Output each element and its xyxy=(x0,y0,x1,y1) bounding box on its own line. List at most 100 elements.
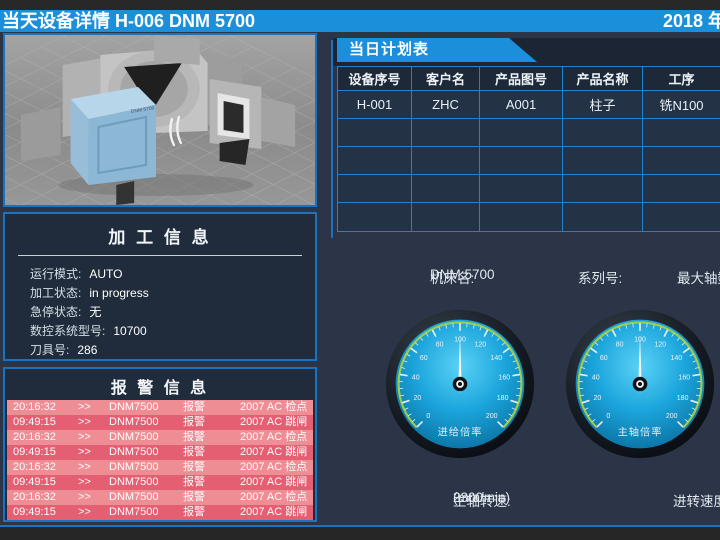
process-info-fields: 运行模式: AUTO 加工状态: in progress 急停状态: 无 数控系统型号… xyxy=(5,256,315,360)
gauge-spindle-override: 020406080100120140160180200主轴倍率 xyxy=(562,306,718,462)
tab-daily-plan[interactable]: 当日计划表 xyxy=(337,38,537,62)
alarm-info-panel: 报 警 信 息 20:16:32 >> DNM7500 报警 2007 AC 检… xyxy=(3,367,317,522)
alarm-type: 报警 xyxy=(183,461,205,473)
alarm-code: 2007 AC 检点 xyxy=(240,461,308,473)
alarm-arrow: >> xyxy=(78,401,91,413)
cell-device-no: H-001 xyxy=(338,91,412,119)
machine-image-panel: DNM 5700 xyxy=(3,33,317,207)
bottom-accent-line xyxy=(0,525,720,527)
tool-hooks xyxy=(169,115,183,147)
info-field: 运行模式: AUTO xyxy=(30,265,315,284)
svg-text:主轴倍率: 主轴倍率 xyxy=(618,426,663,439)
svg-text:140: 140 xyxy=(670,355,682,362)
svg-text:0: 0 xyxy=(426,413,430,420)
alarm-machine: DNM7500 xyxy=(109,416,159,428)
field-value: 286 xyxy=(77,343,98,357)
alarm-time: 09:49:15 xyxy=(13,476,56,488)
header-date: 2018 年 xyxy=(663,11,720,31)
gauge-feed-override: 020406080100120140160180200进给倍率 xyxy=(382,306,538,462)
info-field: 急停状态: 无 xyxy=(30,303,315,322)
machine-blue-cabinet: DNM 5700 xyxy=(70,87,157,205)
bottom-window-strip xyxy=(0,527,720,540)
alarm-code: 2007 AC 跳闸 xyxy=(240,476,308,488)
svg-text:120: 120 xyxy=(655,341,667,348)
alarm-arrow: >> xyxy=(78,461,91,473)
alarm-machine: DNM7500 xyxy=(109,491,159,503)
alarm-arrow: >> xyxy=(78,506,91,518)
alarm-row: 20:16:32 >> DNM7500 报警 2007 AC 检点 xyxy=(7,490,313,505)
cell-process xyxy=(643,147,720,175)
cell-product-name xyxy=(563,119,643,147)
alarm-type: 报警 xyxy=(183,431,205,443)
column-header: 产品图号 xyxy=(480,67,563,91)
alarm-list: 20:16:32 >> DNM7500 报警 2007 AC 检点 09:49:… xyxy=(7,400,313,520)
field-value: 10700 xyxy=(113,324,147,338)
top-window-strip xyxy=(0,0,720,10)
page-title: 当天设备详情 H-006 DNM 5700 xyxy=(2,11,256,31)
cell-process: 铣N100 xyxy=(643,91,720,119)
cell-product-drawing xyxy=(480,203,563,231)
column-header: 设备序号 xyxy=(338,67,412,91)
svg-text:40: 40 xyxy=(412,374,420,381)
machine-model-label: DNM 5700 xyxy=(131,105,156,115)
svg-text:120: 120 xyxy=(475,341,487,348)
plan-table-header: 设备序号 客户名 产品图号 产品名称 工序 xyxy=(338,67,720,91)
table-row xyxy=(338,203,720,231)
field-label: 刀具号: xyxy=(30,343,70,357)
alarm-code: 2007 AC 检点 xyxy=(240,491,308,503)
svg-text:160: 160 xyxy=(678,374,690,381)
machine-3d-image: DNM 5700 xyxy=(5,35,315,205)
svg-text:180: 180 xyxy=(497,395,509,402)
svg-text:60: 60 xyxy=(600,355,608,362)
alarm-row: 20:16:32 >> DNM7500 报警 2007 AC 检点 xyxy=(7,460,313,475)
svg-text:180: 180 xyxy=(677,395,689,402)
alarm-code: 2007 AC 检点 xyxy=(240,431,308,443)
alarm-arrow: >> xyxy=(78,431,91,443)
table-row xyxy=(338,147,720,175)
alarm-type: 报警 xyxy=(183,506,205,518)
svg-text:0: 0 xyxy=(606,413,610,420)
table-row xyxy=(338,175,720,203)
svg-text:40: 40 xyxy=(592,374,600,381)
alarm-code: 2007 AC 检点 xyxy=(240,401,308,413)
alarm-machine: DNM7500 xyxy=(109,401,159,413)
alarm-row: 09:49:15 >> DNM7500 报警 2007 AC 跳闸 xyxy=(7,475,313,490)
field-label: 运行模式: xyxy=(30,267,82,281)
column-header: 客户名 xyxy=(412,67,480,91)
field-label: 数控系统型号: xyxy=(30,324,106,338)
svg-text:进给倍率: 进给倍率 xyxy=(438,426,483,439)
alarm-type: 报警 xyxy=(183,416,205,428)
svg-text:20: 20 xyxy=(593,395,601,402)
svg-text:200: 200 xyxy=(666,413,678,420)
alarm-time: 09:49:15 xyxy=(13,446,56,458)
table-row xyxy=(338,119,720,147)
alarm-row: 20:16:32 >> DNM7500 报警 2007 AC 检点 xyxy=(7,400,313,415)
cell-process xyxy=(643,119,720,147)
title-divider xyxy=(18,255,302,256)
cell-customer xyxy=(412,175,480,203)
cell-process xyxy=(643,203,720,231)
cell-customer xyxy=(412,203,480,231)
alarm-arrow: >> xyxy=(78,476,91,488)
cell-customer xyxy=(412,119,480,147)
table-row: H-001 ZHC A001 柱子 铣N100 xyxy=(338,91,720,119)
plan-panel-frame xyxy=(331,40,341,238)
alarm-type: 报警 xyxy=(183,491,205,503)
cell-product-drawing xyxy=(480,147,563,175)
cell-customer: ZHC xyxy=(412,91,480,119)
svg-text:160: 160 xyxy=(498,374,510,381)
alarm-info-title: 报 警 信 息 xyxy=(110,380,210,397)
alarm-row: 09:49:15 >> DNM7500 报警 2007 AC 跳闸 xyxy=(7,505,313,520)
cell-product-drawing xyxy=(480,175,563,203)
tab-daily-plan-label: 当日计划表 xyxy=(349,41,430,58)
cell-device-no xyxy=(338,119,412,147)
cell-device-no xyxy=(338,175,412,203)
svg-text:20: 20 xyxy=(413,395,421,402)
field-label: 急停状态: xyxy=(30,305,82,319)
svg-text:80: 80 xyxy=(436,341,444,348)
cell-product-name xyxy=(563,147,643,175)
alarm-code: 2007 AC 跳闸 xyxy=(240,446,308,458)
alarm-row: 20:16:32 >> DNM7500 报警 2007 AC 检点 xyxy=(7,430,313,445)
svg-text:140: 140 xyxy=(490,355,502,362)
